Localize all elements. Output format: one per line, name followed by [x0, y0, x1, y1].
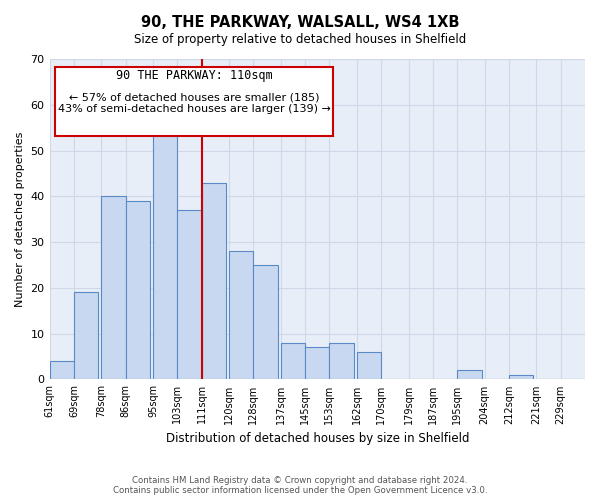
- Bar: [329, 343, 354, 380]
- Bar: [253, 265, 278, 380]
- Text: 90, THE PARKWAY, WALSALL, WS4 1XB: 90, THE PARKWAY, WALSALL, WS4 1XB: [141, 15, 459, 30]
- Bar: [457, 370, 482, 380]
- Bar: [153, 128, 178, 380]
- Bar: [281, 343, 305, 380]
- Text: 90 THE PARKWAY: 110sqm: 90 THE PARKWAY: 110sqm: [116, 68, 272, 82]
- Y-axis label: Number of detached properties: Number of detached properties: [15, 132, 25, 307]
- Text: ← 57% of detached houses are smaller (185)
43% of semi-detached houses are large: ← 57% of detached houses are smaller (18…: [58, 92, 331, 114]
- FancyBboxPatch shape: [55, 67, 334, 136]
- Bar: [305, 348, 329, 380]
- Bar: [101, 196, 125, 380]
- Bar: [178, 210, 202, 380]
- Text: Size of property relative to detached houses in Shelfield: Size of property relative to detached ho…: [134, 32, 466, 46]
- Bar: [74, 292, 98, 380]
- Bar: [125, 201, 150, 380]
- Bar: [202, 182, 226, 380]
- Bar: [357, 352, 381, 380]
- Bar: [229, 252, 253, 380]
- Bar: [509, 375, 533, 380]
- Bar: [50, 361, 74, 380]
- Text: Contains HM Land Registry data © Crown copyright and database right 2024.
Contai: Contains HM Land Registry data © Crown c…: [113, 476, 487, 495]
- X-axis label: Distribution of detached houses by size in Shelfield: Distribution of detached houses by size …: [166, 432, 469, 445]
